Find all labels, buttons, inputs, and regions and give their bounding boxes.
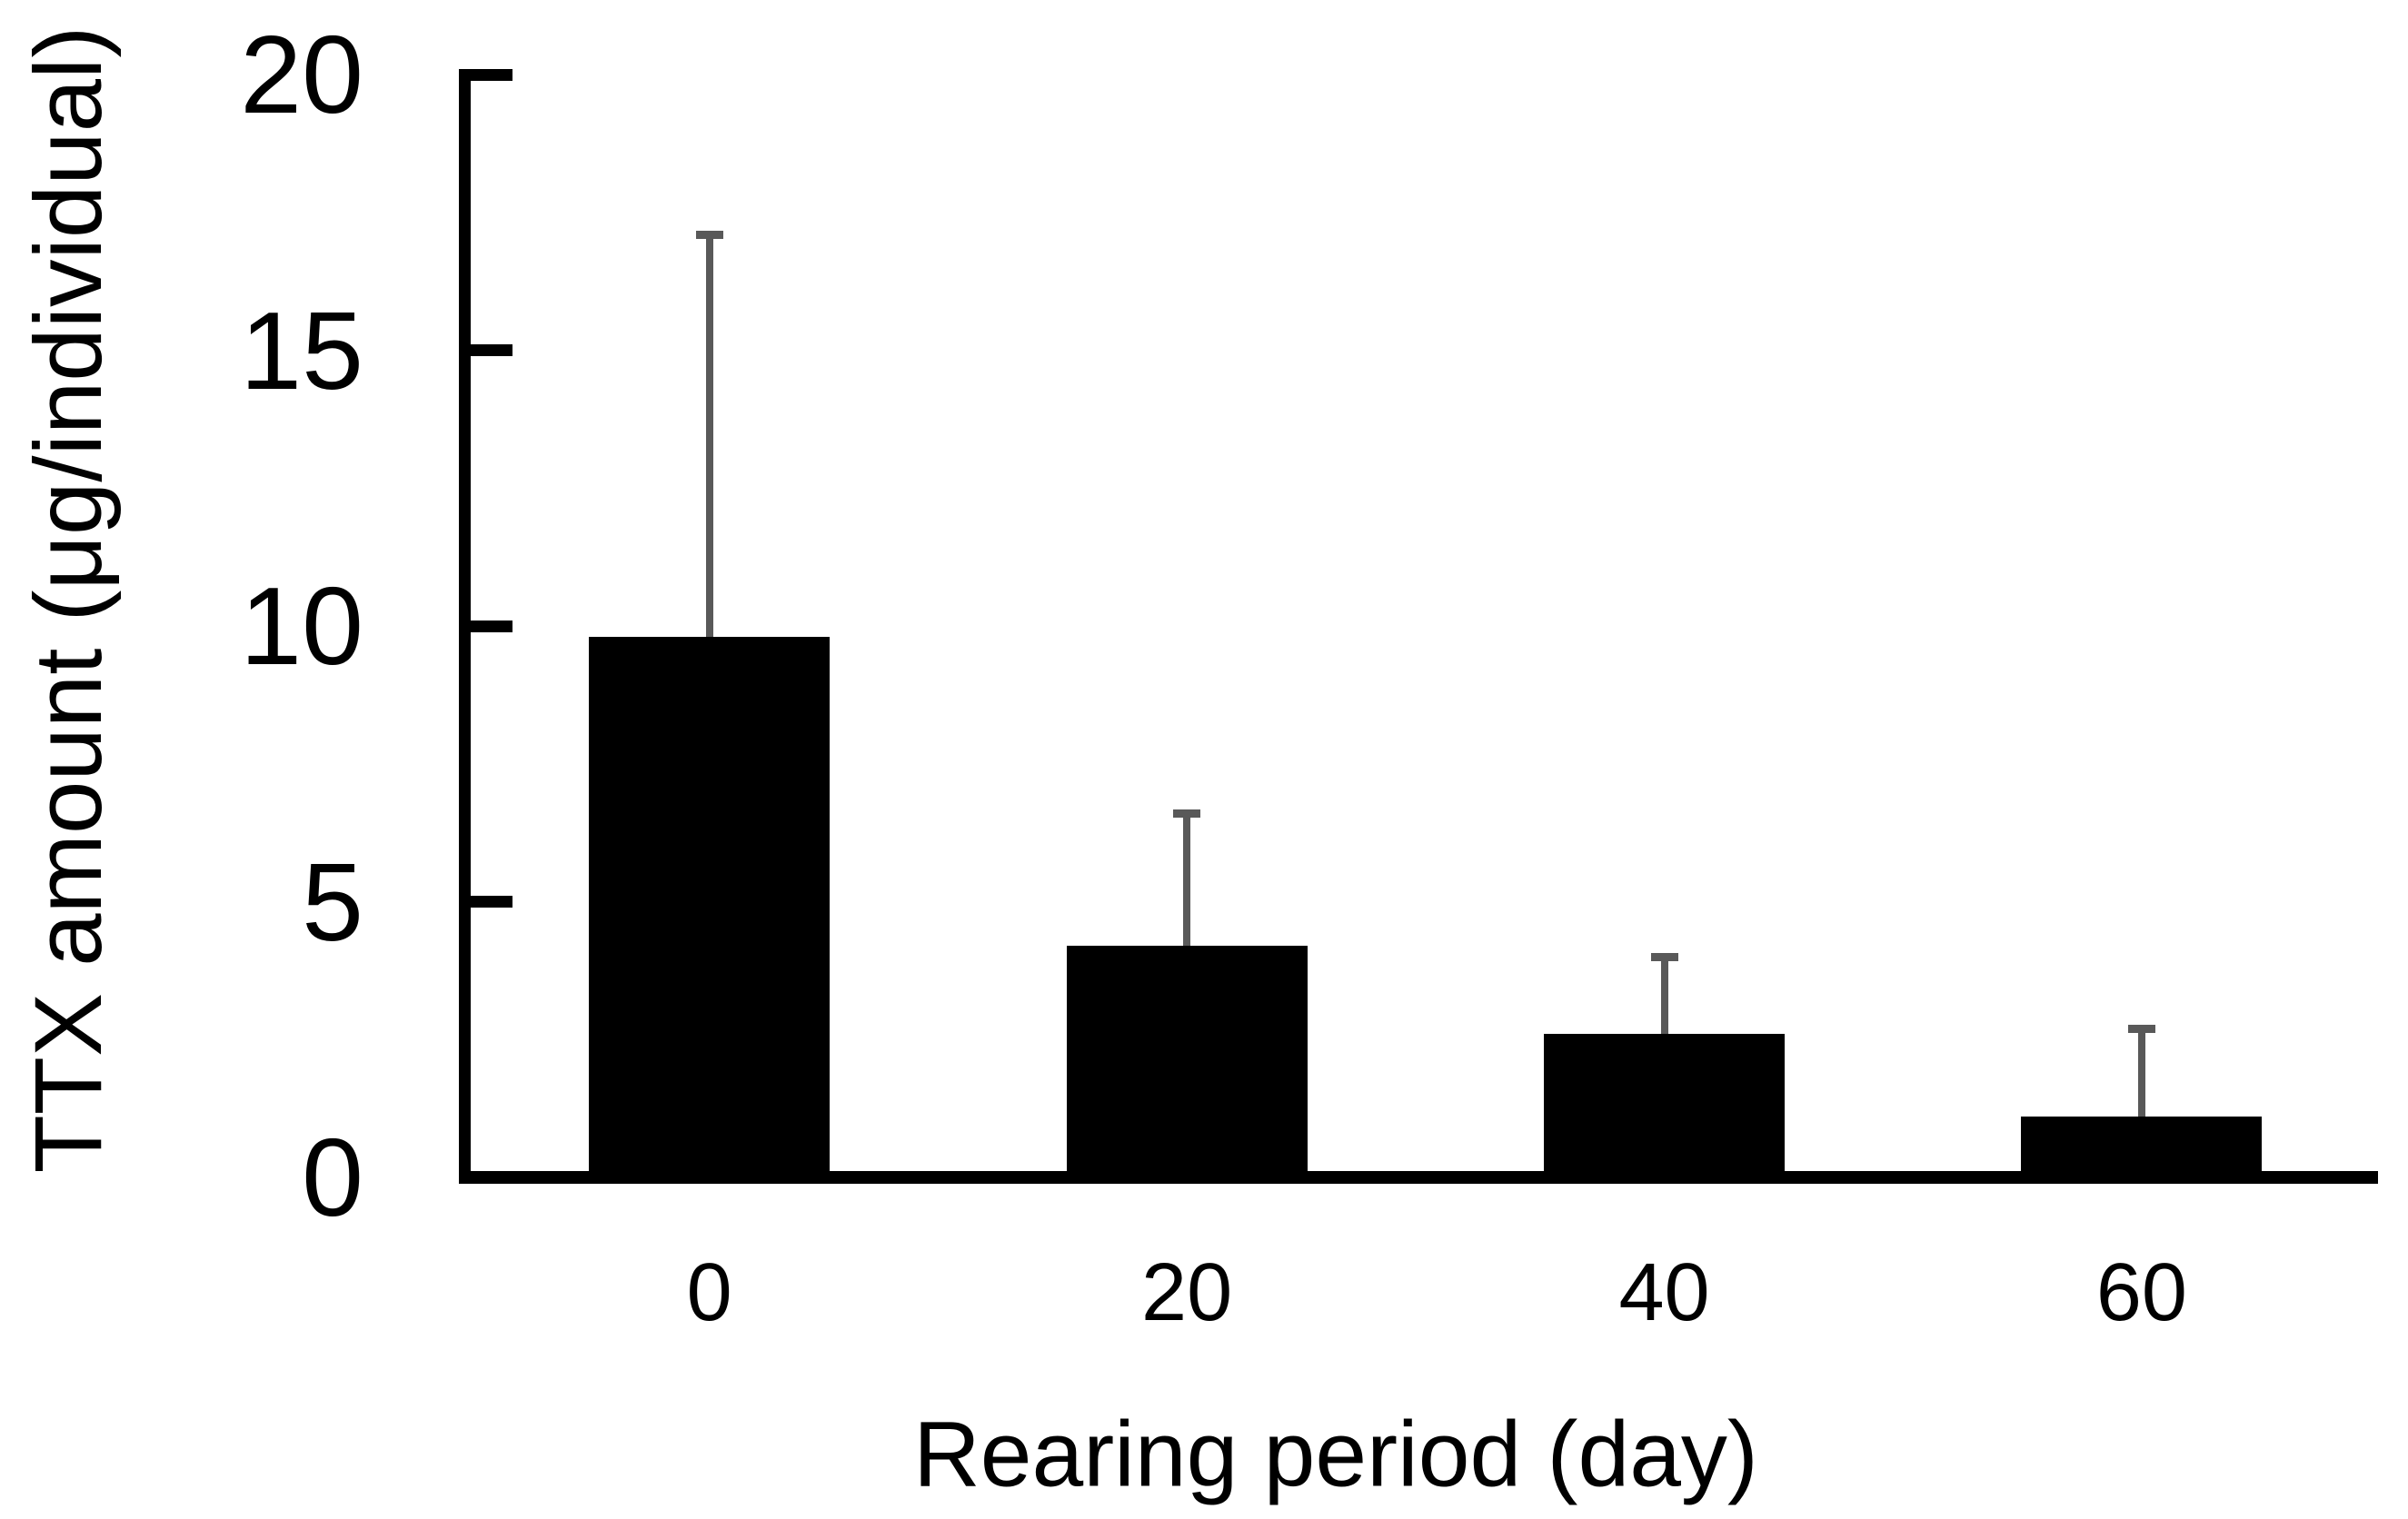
y-tick-label: 15: [240, 288, 363, 412]
y-tick-label: 5: [302, 839, 363, 964]
bar: [1066, 946, 1308, 1177]
y-axis-title: TTX amount (μg/individual): [15, 25, 122, 1174]
bar: [589, 637, 831, 1177]
x-tick-label: 0: [686, 1247, 732, 1338]
x-tick-label: 40: [1618, 1247, 1710, 1338]
error-bar-cap: [1650, 952, 1678, 961]
y-tick-label: 0: [302, 1116, 363, 1239]
x-tick-label: 20: [1141, 1247, 1233, 1338]
error-bar-cap: [695, 230, 723, 239]
error-bar-stem: [705, 234, 713, 638]
y-axis-line: [459, 69, 471, 1184]
y-tick-mark: [471, 344, 512, 356]
x-axis-title: Rearing period (day): [913, 1402, 1758, 1506]
x-axis-line: [459, 1171, 2378, 1184]
y-tick-label: 10: [240, 564, 363, 688]
y-tick-mark: [471, 68, 512, 81]
error-bar-stem: [1183, 813, 1191, 947]
y-tick-mark: [471, 896, 512, 908]
bar: [2021, 1117, 2263, 1177]
bar: [1544, 1034, 1785, 1177]
error-bar-stem: [1660, 957, 1668, 1035]
y-tick-mark: [471, 620, 512, 632]
error-bar-stem: [2137, 1028, 2145, 1117]
error-bar-cap: [2127, 1024, 2155, 1033]
error-bar-cap: [1173, 809, 1201, 818]
x-tick-label: 60: [2095, 1247, 2187, 1338]
y-tick-label: 20: [240, 13, 363, 136]
